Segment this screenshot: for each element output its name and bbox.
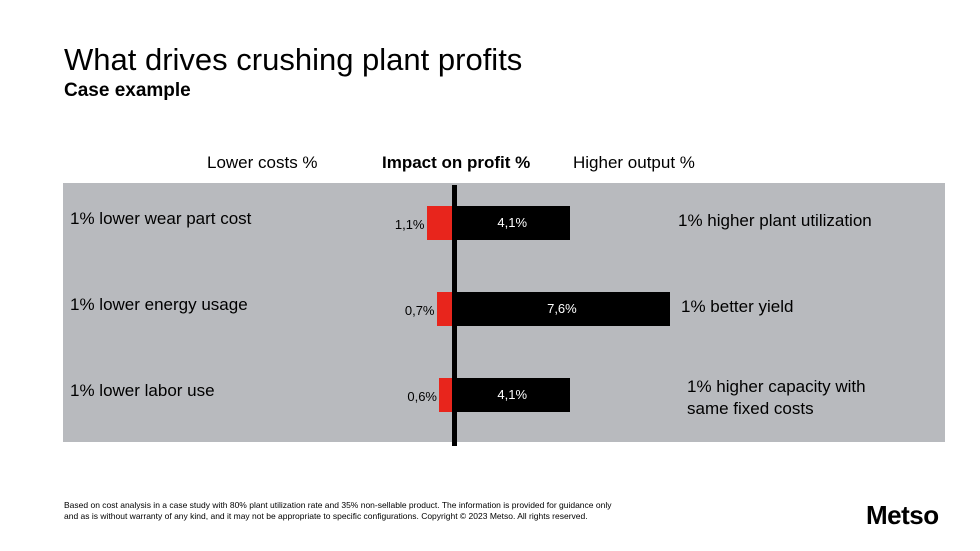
cost-value-label: 0,7%: [404, 303, 435, 318]
cost-bar: [436, 292, 454, 326]
output-label: 1% better yield: [681, 297, 794, 316]
output-value-label: 4,1%: [497, 387, 528, 402]
cost-label: 1% lower labor use: [70, 381, 215, 400]
cost-bar: [439, 378, 454, 412]
zero-axis: [452, 185, 457, 446]
header-higher-output: Higher output %: [573, 153, 695, 172]
cost-label: 1% lower wear part cost: [70, 209, 252, 228]
cost-bar: [426, 206, 454, 240]
header-lower-costs: Lower costs %: [207, 153, 318, 172]
output-bar: 4,1%: [454, 378, 571, 412]
chart-title: What drives crushing plant profits: [64, 42, 523, 77]
output-value-label: 4,1%: [497, 215, 528, 230]
output-value-label: 7,6%: [547, 301, 577, 316]
footnote: Based on cost analysis in a case study w…: [64, 500, 612, 521]
output-bar: 4,1%: [454, 206, 571, 240]
output-label: 1% higher capacity with same fixed costs: [687, 377, 866, 418]
header-impact: Impact on profit %: [382, 153, 531, 172]
cost-label: 1% lower energy usage: [70, 295, 248, 314]
cost-value-label: 0,6%: [407, 389, 437, 404]
chart-subtitle: Case example: [64, 80, 191, 101]
cost-value-label: 1,1%: [394, 217, 425, 232]
output-bar: 7,6%: [454, 292, 670, 326]
output-label: 1% higher plant utilization: [678, 211, 872, 230]
metso-logo: Metso: [866, 500, 939, 530]
